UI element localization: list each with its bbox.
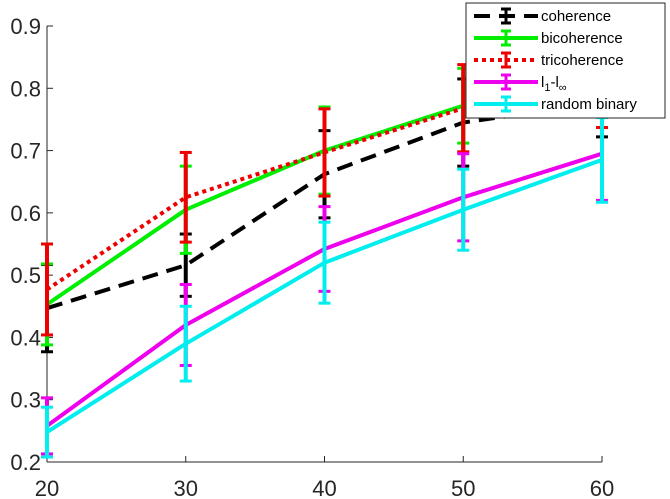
y-tick-label: 0.7 bbox=[10, 139, 41, 164]
x-tick-label: 60 bbox=[590, 476, 614, 499]
x-tick-label: 20 bbox=[35, 476, 59, 499]
legend-label: coherence bbox=[541, 8, 611, 25]
legend: coherence bicoherence tricoherence l1-l∞ ran… bbox=[465, 2, 666, 119]
x-tick-label: 50 bbox=[451, 476, 475, 499]
legend-entry: bicoherence bbox=[474, 29, 623, 47]
legend-label: tricoherence bbox=[541, 52, 624, 69]
series-layer bbox=[41, 63, 608, 459]
series-random-binary bbox=[41, 116, 608, 459]
legend-entry: l1-l∞ bbox=[474, 73, 567, 94]
axes: 0.2 0.3 0.4 0.5 0.6 0.7 0.8 0.9 20 30 40 50 60 bbox=[10, 14, 614, 499]
y-tick-label: 0.8 bbox=[10, 76, 41, 101]
y-tick-label: 0.6 bbox=[10, 201, 41, 226]
y-tick-label: 0.4 bbox=[10, 325, 41, 350]
legend-label: bicoherence bbox=[541, 30, 623, 47]
y-tick-label: 0.2 bbox=[10, 450, 41, 475]
legend-entry: random binary bbox=[474, 95, 637, 113]
y-tick-label: 0.3 bbox=[10, 388, 41, 413]
legend-label: random binary bbox=[541, 96, 637, 113]
y-tick-label: 0.9 bbox=[10, 14, 41, 39]
y-tick-label: 0.5 bbox=[10, 263, 41, 288]
legend-label: l1-l∞ bbox=[541, 74, 567, 94]
legend-entry: coherence bbox=[474, 7, 611, 25]
legend-entry: tricoherence bbox=[474, 51, 624, 69]
x-tick-label: 40 bbox=[312, 476, 336, 499]
x-tick-label: 30 bbox=[174, 476, 198, 499]
